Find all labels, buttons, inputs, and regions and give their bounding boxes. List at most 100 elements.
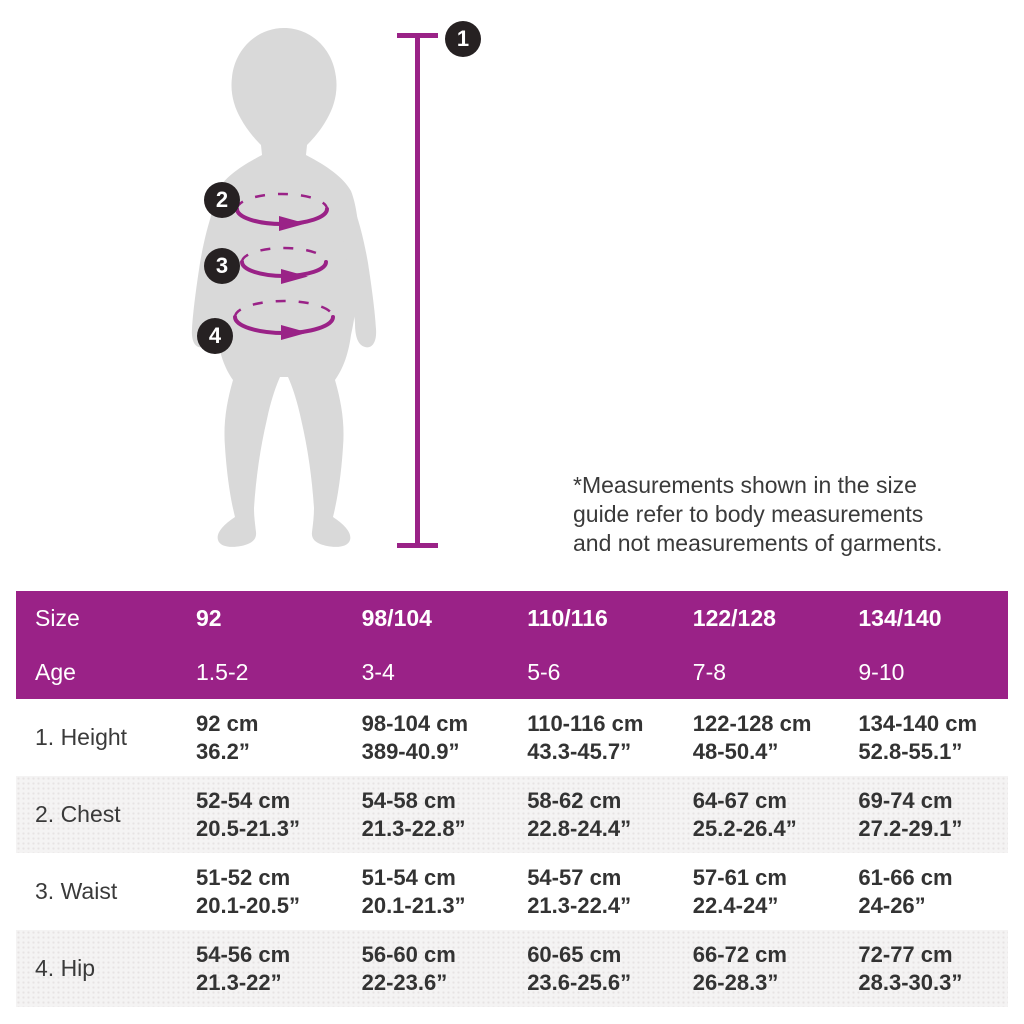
table-cell: 92 cm 36.2” — [180, 710, 346, 766]
height-measure-line — [397, 33, 438, 548]
age-value: 7-8 — [692, 658, 727, 685]
table-cell: 54-57 cm 21.3-22.4” — [511, 864, 677, 920]
size-header-row: Size 92 98/104 110/116 122/128 134/140 — [16, 591, 1008, 645]
table-cell: 56-60 cm 22-23.6” — [346, 941, 512, 997]
table-cell: 58-62 cm 22.8-24.4” — [511, 787, 677, 843]
size-value: 92 — [196, 604, 222, 631]
cell-inch: 23.6-25.6” — [527, 969, 632, 995]
cell-cm: 72-77 cm — [858, 941, 953, 967]
chest-circumference-icon — [235, 192, 329, 231]
cell-inch: 27.2-29.1” — [858, 815, 963, 841]
cell-cm: 51-54 cm — [361, 864, 456, 890]
cell-cm: 54-58 cm — [361, 787, 456, 813]
cell-inch: 48-50.4” — [692, 738, 779, 764]
cell-cm: 134-140 cm — [858, 710, 978, 736]
cell-cm: 56-60 cm — [361, 941, 456, 967]
row-label: 4. Hip — [35, 955, 96, 981]
cell-inch: 25.2-26.4” — [692, 815, 797, 841]
cell-cm: 54-56 cm — [196, 941, 291, 967]
table-cell: 98-104 cm 389-40.9” — [346, 710, 512, 766]
cell-cm: 98-104 cm — [361, 710, 469, 736]
cell-inch: 389-40.9” — [361, 738, 460, 764]
row-label: 3. Waist — [35, 878, 118, 904]
cell-inch: 43.3-45.7” — [527, 738, 632, 764]
hip-arrowhead — [281, 325, 308, 340]
size-value: 134/140 — [858, 604, 942, 631]
hip-circumference-icon — [233, 299, 335, 340]
cell-inch: 22.4-24” — [692, 892, 779, 918]
waist-circumference-icon — [240, 246, 328, 284]
size-value: 122/128 — [692, 604, 776, 631]
cell-inch: 26-28.3” — [692, 969, 779, 995]
cell-cm: 58-62 cm — [527, 787, 622, 813]
cell-cm: 60-65 cm — [527, 941, 622, 967]
table-cell: 110-116 cm 43.3-45.7” — [511, 710, 677, 766]
badge-chest: 2 — [204, 182, 240, 218]
badge-hip: 4 — [197, 318, 233, 354]
size-value: 98/104 — [361, 604, 432, 631]
age-label: Age — [35, 658, 76, 685]
age-header-row: Age 1.5-2 3-4 5-6 7-8 9-10 — [16, 645, 1008, 699]
waist-arc-dashed — [240, 246, 328, 263]
cell-inch: 21.3-22.8” — [361, 815, 466, 841]
badge-height: 1 — [445, 21, 481, 57]
age-value: 1.5-2 — [196, 658, 249, 685]
size-table: Size 92 98/104 110/116 122/128 134/140 A… — [16, 591, 1008, 1007]
hip-arc-dashed — [233, 299, 335, 318]
table-row-height: 1. Height 92 cm 36.2” 98-104 cm 389-40.9… — [16, 699, 1008, 776]
cell-inch: 22.8-24.4” — [527, 815, 632, 841]
cell-cm: 57-61 cm — [692, 864, 787, 890]
table-row-waist: 3. Waist 51-52 cm 20.1-20.5” 51-54 cm 20… — [16, 853, 1008, 930]
table-cell: 134-140 cm 52.8-55.1” — [842, 710, 1008, 766]
cell-cm: 110-116 cm — [527, 710, 644, 736]
size-value: 110/116 — [527, 604, 608, 631]
table-cell: 51-54 cm 20.1-21.3” — [346, 864, 512, 920]
cell-inch: 20.1-21.3” — [361, 892, 466, 918]
age-value: 3-4 — [361, 658, 395, 685]
age-value: 9-10 — [858, 658, 905, 685]
row-label: 2. Chest — [35, 801, 121, 827]
table-cell: 54-56 cm 21.3-22” — [180, 941, 346, 997]
cell-cm: 66-72 cm — [692, 941, 787, 967]
cell-cm: 61-66 cm — [858, 864, 953, 890]
badge-waist: 3 — [204, 248, 240, 284]
table-cell: 61-66 cm 24-26” — [842, 864, 1008, 920]
size-label: Size — [35, 604, 80, 631]
child-silhouette-icon — [191, 28, 377, 547]
table-cell: 52-54 cm 20.5-21.3” — [180, 787, 346, 843]
table-cell: 54-58 cm 21.3-22.8” — [346, 787, 512, 843]
cell-inch: 22-23.6” — [361, 969, 448, 995]
table-cell: 60-65 cm 23.6-25.6” — [511, 941, 677, 997]
cell-inch: 21.3-22.4” — [527, 892, 632, 918]
size-table-header: Size 92 98/104 110/116 122/128 134/140 A… — [16, 591, 1008, 699]
cell-inch: 24-26” — [858, 892, 926, 918]
cell-cm: 51-52 cm — [196, 864, 291, 890]
table-cell: 122-128 cm 48-50.4” — [677, 710, 843, 766]
cell-cm: 69-74 cm — [858, 787, 953, 813]
table-cell: 51-52 cm 20.1-20.5” — [180, 864, 346, 920]
cell-cm: 54-57 cm — [527, 864, 622, 890]
cell-inch: 20.1-20.5” — [196, 892, 300, 918]
chest-arrowhead — [279, 216, 306, 231]
table-cell: 64-67 cm 25.2-26.4” — [677, 787, 843, 843]
silhouette-right-arm — [326, 177, 377, 348]
table-row-hip: 4. Hip 54-56 cm 21.3-22” 56-60 cm 22-23.… — [16, 930, 1008, 1007]
cell-cm: 64-67 cm — [692, 787, 787, 813]
table-cell: 72-77 cm 28.3-30.3” — [842, 941, 1008, 997]
chest-arc-dashed — [235, 192, 329, 210]
cell-cm: 92 cm — [196, 710, 259, 736]
table-cell: 66-72 cm 26-28.3” — [677, 941, 843, 997]
table-cell: 69-74 cm 27.2-29.1” — [842, 787, 1008, 843]
cell-cm: 52-54 cm — [196, 787, 291, 813]
cell-cm: 122-128 cm — [692, 710, 812, 736]
cell-inch: 20.5-21.3” — [196, 815, 300, 841]
cell-inch: 36.2” — [196, 738, 250, 764]
cell-inch: 52.8-55.1” — [858, 738, 963, 764]
cell-inch: 28.3-30.3” — [858, 969, 963, 995]
measurements-disclaimer: *Measurements shown in the size guide re… — [573, 472, 943, 556]
row-label: 1. Height — [35, 724, 128, 750]
waist-arrowhead — [281, 269, 308, 284]
cell-inch: 21.3-22” — [196, 969, 282, 995]
silhouette-body — [208, 28, 360, 547]
table-row-chest: 2. Chest 52-54 cm 20.5-21.3” 54-58 cm 21… — [16, 776, 1008, 853]
